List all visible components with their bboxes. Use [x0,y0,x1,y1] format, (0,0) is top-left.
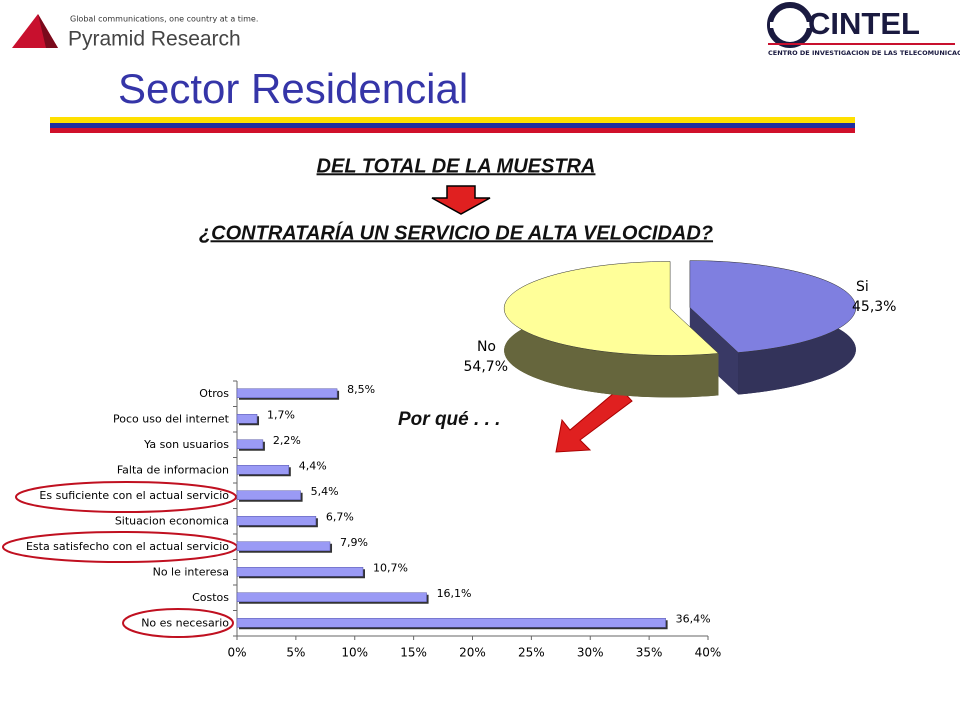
tagline: Global communications, one country at a … [70,15,258,24]
bar [236,516,317,526]
y-tick-label: Situacion economica [115,514,229,527]
y-tick-label: Ya son usuarios [143,438,229,451]
charts: Si 45,3% No 54,7% 0% 5% 10% 15% 20% 25% 30% 35% 40% O… [26,260,896,660]
bar [236,541,331,551]
pie-label: Si [856,279,869,295]
value-label: 7,9% [340,536,368,549]
x-tick-label: 0% [227,646,246,660]
x-tick-label: 15% [400,646,427,660]
down-arrow [431,185,491,215]
x-tick-label: 25% [518,646,545,660]
y-tick-label: Esta satisfecho con el actual servicio [26,540,229,553]
value-label: 10,7% [373,561,408,574]
x-tick-label: 30% [577,646,604,660]
subtitle: DEL TOTAL DE LA MUESTRA [317,155,596,177]
pie-slice [689,260,857,353]
y-tick-label: Falta de informacion [117,463,229,476]
value-label: 4,4% [299,459,327,472]
question: ¿CONTRATARÍA UN SERVICIO DE ALTA VELOCID… [199,221,713,244]
right-logo: CINTEL [808,6,920,41]
y-tick-label: No le interesa [153,565,229,578]
callout: Por qué . . . [398,409,500,430]
value-label: 16,1% [437,587,472,600]
bar [236,567,364,577]
flag-red [50,128,855,133]
pie-value-label: 54,7% [464,359,508,375]
left-logo: Pyramid Research [68,28,241,51]
flag-blue [50,123,855,128]
x-tick-label: 40% [695,646,722,660]
bar [236,618,666,628]
diagonal-arrow [555,387,633,453]
value-label: 1,7% [267,408,295,421]
value-label: 36,4% [676,612,711,625]
x-tick-label: 10% [341,646,368,660]
right-logo-sub: CENTRO DE INVESTIGACION DE LAS TELECOMUN… [768,49,960,57]
bar [236,414,258,424]
y-tick-label: Otros [199,387,229,400]
bar [236,592,427,602]
highlight-ellipse [15,481,237,513]
highlight-ellipse [122,608,234,638]
value-label: 2,2% [273,434,301,447]
x-tick-label: 5% [286,646,305,660]
y-tick-label: No es necesario [141,616,229,629]
globe-band [770,22,810,28]
bar [236,465,290,475]
slide-title: Sector Residencial [118,65,468,112]
bar [236,490,301,500]
value-label: 6,7% [326,510,354,523]
x-tick-label: 35% [636,646,663,660]
y-tick-label: Es suficiente con el actual servicio [39,489,229,502]
pie-label: No [477,339,496,355]
pie-value-label: 45,3% [852,299,896,315]
value-label: 8,5% [347,383,375,396]
flag-yellow [50,117,855,123]
y-tick-label: Poco uso del internet [113,412,230,425]
value-label: 5,4% [311,485,339,498]
pie-slice [503,261,720,356]
bar [236,388,338,398]
logo-triangle-shade [38,14,58,48]
x-tick-label: 20% [459,646,486,660]
bar [236,439,264,449]
y-tick-label: Costos [192,591,229,604]
